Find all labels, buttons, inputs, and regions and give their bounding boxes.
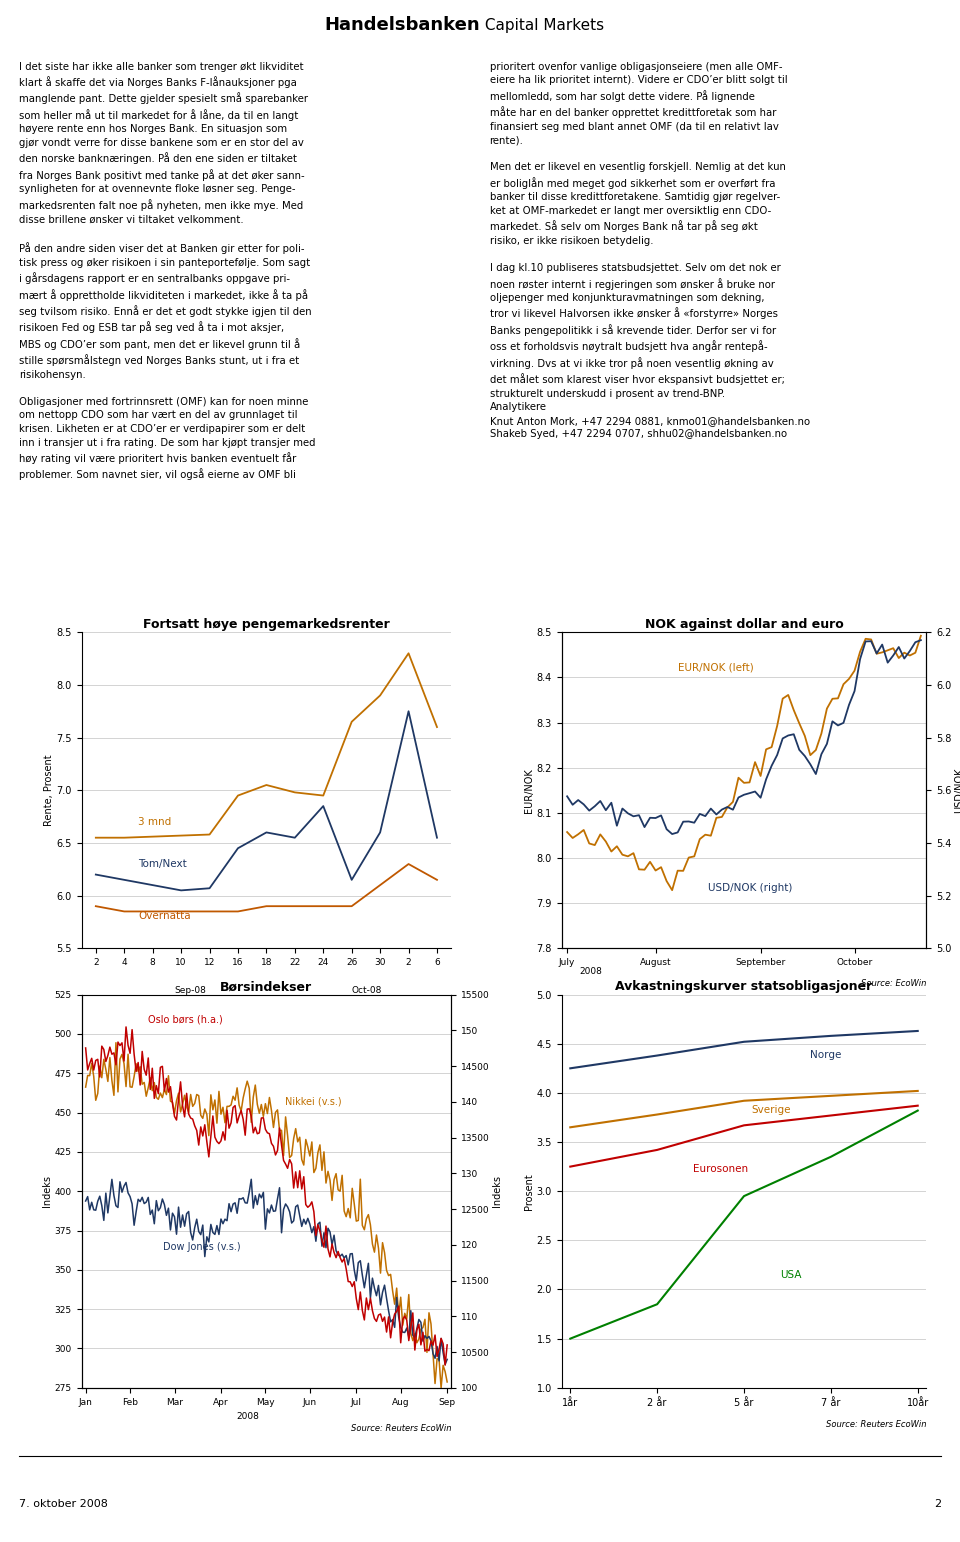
Title: Børsindekser: Børsindekser <box>221 981 312 993</box>
Text: Oct-08: Oct-08 <box>351 985 382 995</box>
Text: 2008: 2008 <box>580 967 603 976</box>
Text: Source: Reuters EcoWin: Source: Reuters EcoWin <box>350 1001 451 1010</box>
Text: Source: Reuters EcoWin: Source: Reuters EcoWin <box>826 1420 926 1429</box>
Text: Oslo børs (h.a.): Oslo børs (h.a.) <box>148 1015 223 1024</box>
Text: I det siste har ikke alle banker som trenger økt likviditet
klart å skaffe det v: I det siste har ikke alle banker som tre… <box>19 62 316 481</box>
Text: 2008: 2008 <box>237 1412 260 1422</box>
Text: Overnatta: Overnatta <box>138 911 191 921</box>
Text: 7. oktober 2008: 7. oktober 2008 <box>19 1499 108 1510</box>
Text: Dow Jones (v.s.): Dow Jones (v.s.) <box>163 1243 241 1252</box>
Text: Source: EcoWin: Source: EcoWin <box>861 979 926 988</box>
Text: Sep-08: Sep-08 <box>174 985 205 995</box>
Y-axis label: USD/NOK: USD/NOK <box>954 768 960 813</box>
Text: Norge: Norge <box>809 1050 841 1059</box>
Text: 2: 2 <box>934 1499 941 1510</box>
Title: Fortsatt høye pengemarkedsrenter: Fortsatt høye pengemarkedsrenter <box>143 618 390 631</box>
Y-axis label: Indeks: Indeks <box>42 1175 52 1207</box>
Title: NOK against dollar and euro: NOK against dollar and euro <box>644 618 844 631</box>
Text: Source: Reuters EcoWin: Source: Reuters EcoWin <box>350 1425 451 1433</box>
Text: prioritert ovenfor vanlige obligasjonseiere (men alle OMF-
eiere ha lik priorite: prioritert ovenfor vanlige obligasjonsei… <box>490 62 809 439</box>
Y-axis label: Rente, Prosent: Rente, Prosent <box>43 754 54 827</box>
Text: USA: USA <box>780 1269 802 1280</box>
Text: Sverige: Sverige <box>752 1104 791 1115</box>
Y-axis label: Prosent: Prosent <box>523 1173 534 1209</box>
Text: Handelsbanken: Handelsbanken <box>324 17 480 34</box>
Text: Eurosonen: Eurosonen <box>693 1164 748 1173</box>
Y-axis label: Indeks: Indeks <box>492 1175 502 1207</box>
Text: Capital Markets: Capital Markets <box>480 19 604 32</box>
Text: EUR/NOK (left): EUR/NOK (left) <box>679 662 755 672</box>
Text: Tom/Next: Tom/Next <box>138 859 187 870</box>
Text: USD/NOK (right): USD/NOK (right) <box>708 884 792 893</box>
Title: Avkastningskurver statsobligasjoner: Avkastningskurver statsobligasjoner <box>615 981 873 993</box>
Y-axis label: EUR/NOK: EUR/NOK <box>524 768 534 813</box>
Text: 3 mnd: 3 mnd <box>138 817 172 827</box>
Text: Nikkei (v.s.): Nikkei (v.s.) <box>285 1096 342 1107</box>
